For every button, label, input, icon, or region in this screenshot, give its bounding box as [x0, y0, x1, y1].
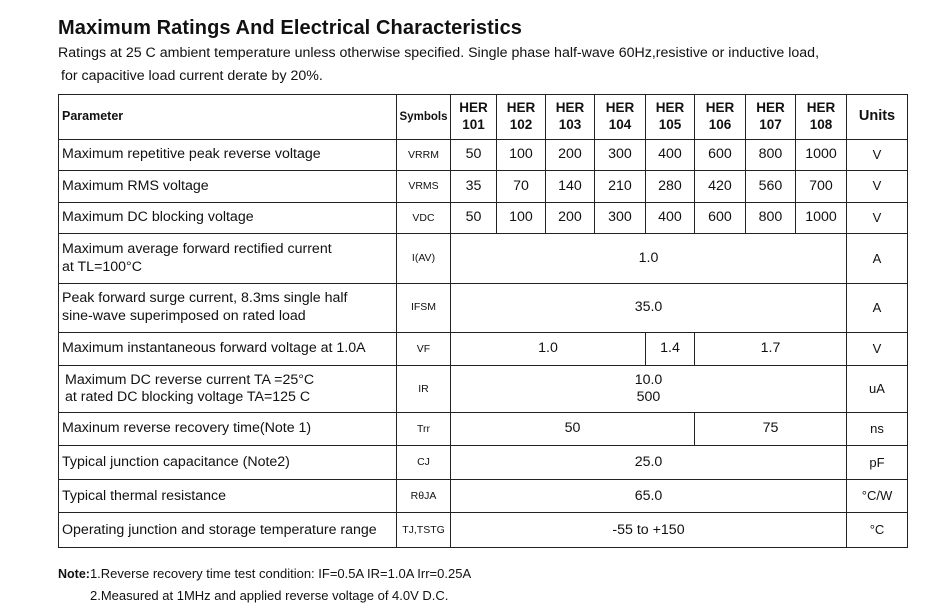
unit-cell: V: [846, 201, 908, 235]
value-cell: 65.0: [450, 478, 847, 514]
symbol-cell: VF: [396, 331, 451, 367]
header-row: Parameter Symbols HER 101 HER 102 HER 103 HER 104…: [58, 94, 908, 140]
table-row: Maximum DC blocking voltage VDC 50 100 200 30…: [58, 201, 908, 235]
value-cell: 1.0: [450, 233, 847, 284]
value-cell: 1.4: [645, 331, 695, 367]
value-cell: 560: [745, 170, 796, 203]
header-part-8: HER 108: [795, 94, 847, 140]
notes-label: Note:: [58, 567, 90, 581]
parameter-cell: Maximum average forward rectified curren…: [58, 233, 397, 284]
header-part-3: HER 103: [545, 94, 595, 140]
unit-cell: ns: [846, 411, 908, 447]
unit-cell: V: [846, 331, 908, 367]
value-cell: 10.0 500: [450, 365, 847, 413]
value-cell: 1.0: [450, 331, 646, 367]
table-row: Maximum RMS voltage VRMS 35 70 140 210 280 420 5…: [58, 170, 908, 203]
value-cell: 300: [594, 201, 646, 235]
subtitle-line-2: for capacitive load current derate by 20…: [61, 68, 323, 84]
symbol-cell: TJ,TSTG: [396, 512, 451, 548]
symbol-cell: CJ: [396, 445, 451, 480]
table-row: Peak forward surge current, 8.3ms single…: [58, 282, 908, 333]
value-cell: 280: [645, 170, 695, 203]
notes: Note:1.Reverse recovery time test condit…: [58, 566, 472, 603]
note-2: 2.Measured at 1MHz and applied reverse v…: [90, 588, 449, 603]
value-cell: 420: [694, 170, 746, 203]
value-cell: 50: [450, 138, 497, 172]
note-1: 1.Reverse recovery time test condition: …: [89, 566, 472, 581]
value-cell: 50: [450, 201, 497, 235]
header-part-7: HER 107: [745, 94, 796, 140]
parameter-cell: Maximum DC reverse current TA =25°C at ra…: [58, 365, 397, 413]
value-cell: 140: [545, 170, 595, 203]
value-cell: 700: [795, 170, 847, 203]
value-cell: 35: [450, 170, 497, 203]
header-part-2: HER 102: [496, 94, 546, 140]
page-title: Maximum Ratings And Electrical Character…: [58, 17, 523, 39]
table-row: Typical thermal resistance RθJA 65.0 °C/W: [58, 478, 908, 514]
symbol-cell: IFSM: [396, 282, 451, 333]
table-row: Typical junction capacitance (Note2) CJ 25…: [58, 445, 908, 480]
table-row: Maximum repetitive peak reverse voltage V…: [58, 138, 908, 172]
parameter-cell: Peak forward surge current, 8.3ms single…: [58, 282, 397, 333]
header-part-6: HER 106: [694, 94, 746, 140]
ratings-table: Parameter Symbols HER 101 HER 102 HER 103 HER 104…: [58, 94, 908, 548]
value-cell: 75: [694, 411, 847, 447]
header-part-4: HER 104: [594, 94, 646, 140]
unit-cell: °C: [846, 512, 908, 548]
parameter-cell: Maxinum reverse recovery time(Note 1): [58, 411, 397, 447]
unit-cell: A: [846, 233, 908, 284]
table-row: Maximum DC reverse current TA =25°C at ra…: [58, 365, 908, 413]
parameter-cell: Maximum instantaneous forward voltage at…: [58, 331, 397, 367]
value-cell: -55 to +150: [450, 512, 847, 548]
header-parameter: Parameter: [58, 94, 397, 140]
header-part-1: HER 101: [450, 94, 497, 140]
value-cell: 600: [694, 138, 746, 172]
table-row: Maxinum reverse recovery time(Note 1) Trr…: [58, 411, 908, 447]
symbol-cell: RθJA: [396, 478, 451, 514]
value-cell: 1000: [795, 201, 847, 235]
value-cell: 400: [645, 138, 695, 172]
header-units: Units: [846, 94, 908, 140]
header-part-5: HER 105: [645, 94, 695, 140]
parameter-cell: Maximum repetitive peak reverse voltage: [58, 138, 397, 172]
symbol-cell: IR: [396, 365, 451, 413]
value-cell: 50: [450, 411, 695, 447]
value-cell: 800: [745, 138, 796, 172]
symbol-cell: Trr: [396, 411, 451, 447]
value-cell: 200: [545, 201, 595, 235]
symbol-cell: I(AV): [396, 233, 451, 284]
value-cell: 200: [545, 138, 595, 172]
unit-cell: A: [846, 282, 908, 333]
value-cell: 1.7: [694, 331, 847, 367]
symbol-cell: VRMS: [396, 170, 451, 203]
value-cell: 25.0: [450, 445, 847, 480]
parameter-cell: Maximum RMS voltage: [58, 170, 397, 203]
value-cell: 35.0: [450, 282, 847, 333]
unit-cell: uA: [846, 365, 908, 413]
parameter-cell: Maximum DC blocking voltage: [58, 201, 397, 235]
unit-cell: V: [846, 138, 908, 172]
table-row: Maximum average forward rectified curren…: [58, 233, 908, 284]
value-cell: 300: [594, 138, 646, 172]
parameter-cell: Typical junction capacitance (Note2): [58, 445, 397, 480]
unit-cell: V: [846, 170, 908, 203]
subtitle-line-1: Ratings at 25 C ambient temperature unle…: [58, 45, 820, 61]
table-row: Operating junction and storage temperatu…: [58, 512, 908, 548]
unit-cell: pF: [846, 445, 908, 480]
header-symbols: Symbols: [396, 94, 451, 140]
parameter-cell: Operating junction and storage temperatu…: [58, 512, 397, 548]
symbol-cell: VRRM: [396, 138, 451, 172]
value-cell: 70: [496, 170, 546, 203]
value-cell: 800: [745, 201, 796, 235]
value-cell: 100: [496, 201, 546, 235]
parameter-cell: Typical thermal resistance: [58, 478, 397, 514]
value-cell: 210: [594, 170, 646, 203]
value-cell: 1000: [795, 138, 847, 172]
value-cell: 400: [645, 201, 695, 235]
value-cell: 600: [694, 201, 746, 235]
value-cell: 100: [496, 138, 546, 172]
table-row: Maximum instantaneous forward voltage at…: [58, 331, 908, 367]
unit-cell: °C/W: [846, 478, 908, 514]
symbol-cell: VDC: [396, 201, 451, 235]
